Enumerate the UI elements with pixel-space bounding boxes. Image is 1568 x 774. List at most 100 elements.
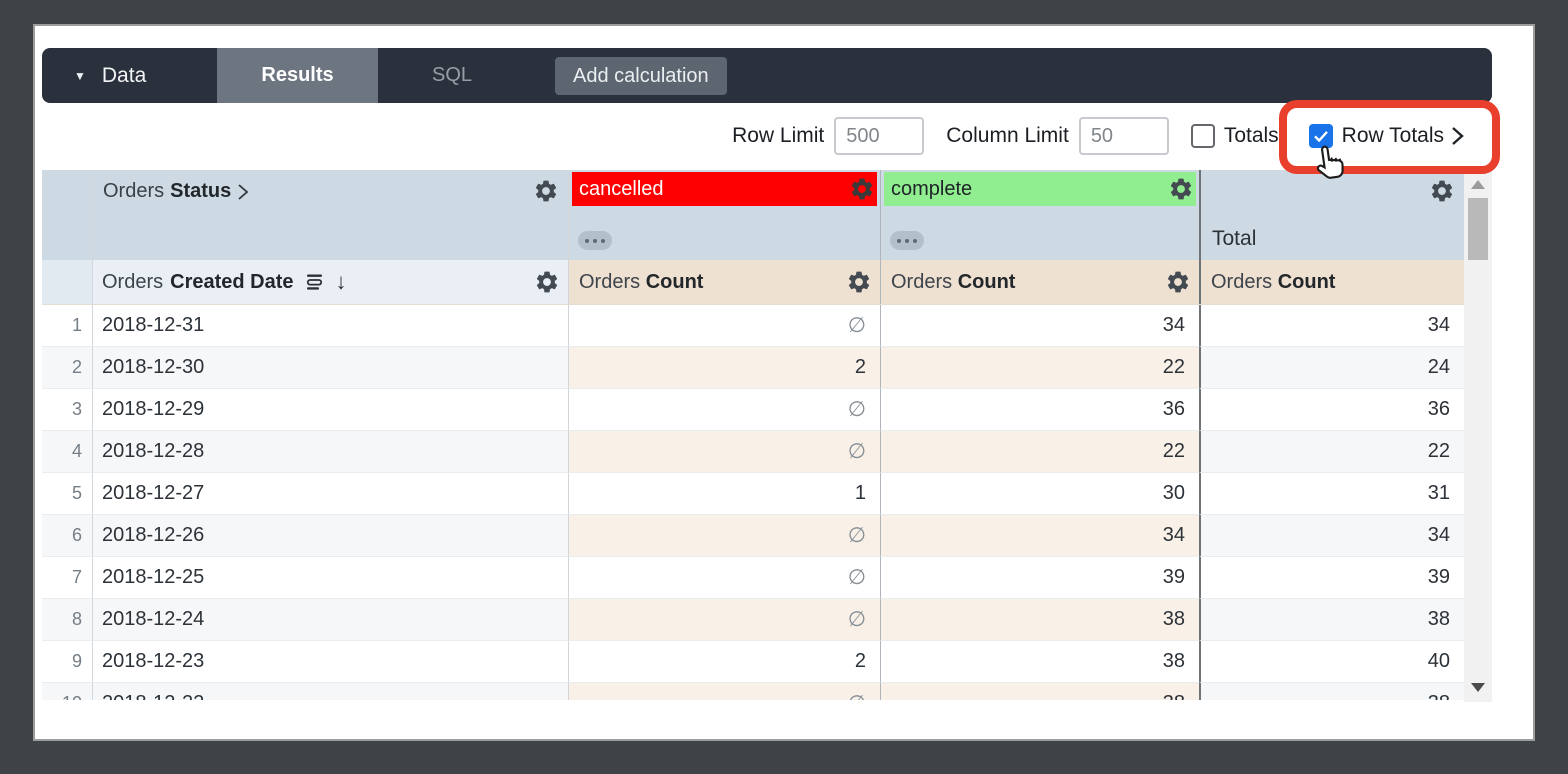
measure-header-gutter (42, 260, 92, 304)
created-date-cell[interactable]: 2018-12-22 (92, 683, 568, 700)
vertical-scrollbar[interactable] (1464, 170, 1492, 702)
cancelled-more-menu[interactable] (578, 231, 612, 250)
subtotal-icon (306, 274, 322, 290)
complete-count-cell[interactable]: 36 (880, 389, 1199, 431)
created-date-cell[interactable]: 2018-12-24 (92, 599, 568, 641)
created-date-cell[interactable]: 2018-12-25 (92, 557, 568, 599)
total-column-gear-icon[interactable] (1429, 178, 1455, 204)
data-section-toggle[interactable]: ▼ Data (42, 48, 217, 103)
created-date-cell[interactable]: 2018-12-30 (92, 347, 568, 389)
cancelled-count-cell[interactable]: ∅ (568, 557, 880, 599)
row-number: 2 (42, 347, 92, 389)
row-total-cell[interactable]: 38 (1199, 599, 1464, 641)
complete-count-cell[interactable]: 38 (880, 641, 1199, 683)
row-number: 6 (42, 515, 92, 557)
cancelled-count-cell[interactable]: ∅ (568, 305, 880, 347)
pivot-field-header[interactable]: Orders Status (92, 170, 568, 260)
complete-count-cell[interactable]: 30 (880, 473, 1199, 515)
pivot-header-row: Orders Status cancelled complete (42, 170, 1464, 260)
add-calculation-button[interactable]: Add calculation (555, 57, 727, 95)
scroll-up-arrow-icon[interactable] (1471, 180, 1485, 189)
column-limit-input[interactable] (1078, 117, 1169, 155)
pivot-column-total: Total (1199, 170, 1464, 260)
chevron-down-icon: ▼ (74, 68, 86, 83)
orders-status-gear-icon[interactable] (533, 178, 559, 204)
row-total-cell[interactable]: 36 (1199, 389, 1464, 431)
created-date-cell[interactable]: 2018-12-23 (92, 641, 568, 683)
tab-sql[interactable]: SQL (431, 64, 473, 86)
row-number: 9 (42, 641, 92, 683)
measure-field-name: Count (1277, 270, 1336, 293)
complete-gear-icon[interactable] (1168, 176, 1194, 202)
tab-results[interactable]: Results (217, 48, 378, 103)
pivot-view-name: Orders (103, 180, 165, 202)
cancelled-count-cell[interactable]: ∅ (568, 599, 880, 641)
row-total-cell[interactable]: 31 (1199, 473, 1464, 515)
measure-field-name: Count (645, 270, 704, 293)
cancelled-count-gear-icon[interactable] (846, 269, 872, 295)
created-date-cell[interactable]: 2018-12-26 (92, 515, 568, 557)
complete-count-cell[interactable]: 22 (880, 347, 1199, 389)
cancelled-gear-icon[interactable] (849, 176, 875, 202)
table-row: 2 2018-12-30 2 22 24 (42, 347, 1464, 389)
complete-count-header[interactable]: Orders Count (880, 260, 1199, 304)
row-total-cell[interactable]: 34 (1199, 305, 1464, 347)
row-total-cell[interactable]: 40 (1199, 641, 1464, 683)
scrollbar-thumb[interactable] (1468, 198, 1488, 260)
complete-more-menu[interactable] (890, 231, 924, 250)
cancelled-count-cell[interactable]: ∅ (568, 515, 880, 557)
complete-count-cell[interactable]: 38 (880, 683, 1199, 700)
cancelled-count-cell[interactable]: 2 (568, 347, 880, 389)
table-row: 7 2018-12-25 ∅ 39 39 (42, 557, 1464, 599)
row-limit-label: Row Limit (732, 124, 825, 147)
created-date-gear-icon[interactable] (534, 269, 560, 295)
cancelled-count-cell[interactable]: 1 (568, 473, 880, 515)
cancelled-count-cell[interactable]: ∅ (568, 431, 880, 473)
chevron-right-icon[interactable] (1451, 125, 1464, 147)
cancelled-count-cell[interactable]: ∅ (568, 683, 880, 700)
table-row: 4 2018-12-28 ∅ 22 22 (42, 431, 1464, 473)
complete-count-cell[interactable]: 34 (880, 305, 1199, 347)
pivot-field-name: Status (170, 180, 232, 202)
pivot-field-title: Orders Status (93, 170, 249, 203)
complete-count-cell[interactable]: 34 (880, 515, 1199, 557)
row-number: 3 (42, 389, 92, 431)
pivot-value-cancelled[interactable]: cancelled (572, 172, 877, 206)
cancelled-count-header[interactable]: Orders Count (568, 260, 880, 304)
totals-label: Totals (1223, 124, 1279, 147)
pivot-column-cancelled: cancelled (568, 170, 880, 260)
row-number: 5 (42, 473, 92, 515)
pivot-header-gutter (42, 170, 92, 260)
row-limit-input[interactable] (834, 117, 925, 155)
table-row: 6 2018-12-26 ∅ 34 34 (42, 515, 1464, 557)
complete-count-cell[interactable]: 38 (880, 599, 1199, 641)
row-total-cell[interactable]: 38 (1199, 683, 1464, 700)
row-total-cell[interactable]: 22 (1199, 431, 1464, 473)
cancelled-count-cell[interactable]: 2 (568, 641, 880, 683)
measure-header-row: Orders Created Date ↓ Orders Count Order… (42, 260, 1464, 304)
total-column-label: Total (1212, 227, 1257, 250)
row-number: 8 (42, 599, 92, 641)
table-row: 3 2018-12-29 ∅ 36 36 (42, 389, 1464, 431)
created-date-cell[interactable]: 2018-12-31 (92, 305, 568, 347)
scroll-down-arrow-icon[interactable] (1471, 683, 1485, 692)
row-totals-checkbox[interactable] (1308, 124, 1333, 148)
cancelled-count-cell[interactable]: ∅ (568, 389, 880, 431)
created-date-header[interactable]: Orders Created Date ↓ (92, 260, 568, 304)
table-rows: 1 2018-12-31 ∅ 34 34 2 2018-12-30 2 22 24 3 2018-12… (42, 304, 1464, 700)
created-date-cell[interactable]: 2018-12-27 (92, 473, 568, 515)
row-total-cell[interactable]: 34 (1199, 515, 1464, 557)
row-total-cell[interactable]: 39 (1199, 557, 1464, 599)
tab-bar: ▼ Data Results SQL Add calculation (42, 48, 1492, 103)
complete-count-cell[interactable]: 22 (880, 431, 1199, 473)
created-date-cell[interactable]: 2018-12-29 (92, 389, 568, 431)
row-total-cell[interactable]: 24 (1199, 347, 1464, 389)
pivot-value-complete[interactable]: complete (884, 172, 1196, 206)
table-row: 8 2018-12-24 ∅ 38 38 (42, 599, 1464, 641)
totals-checkbox[interactable] (1190, 124, 1215, 148)
created-date-cell[interactable]: 2018-12-28 (92, 431, 568, 473)
complete-count-cell[interactable]: 39 (880, 557, 1199, 599)
complete-count-gear-icon[interactable] (1165, 269, 1191, 295)
total-count-header[interactable]: Orders Count (1199, 260, 1464, 304)
